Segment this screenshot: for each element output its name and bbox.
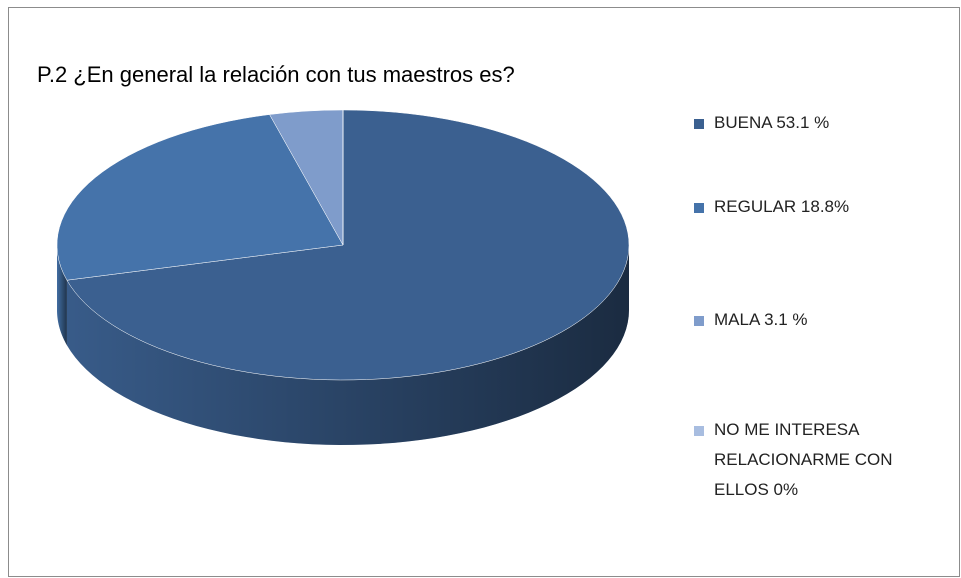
legend-swatch [694,316,704,326]
slice-side-shade [57,245,67,346]
legend-swatch [694,426,704,436]
slice [66,109,630,381]
legend-label: BUENA 53.1 % [714,113,830,132]
legend-label: MALA 3.1 % [714,310,808,329]
legend-item: NO ME INTERESA RELACIONARME CON ELLOS 0% [694,415,924,505]
legend-swatch [694,119,704,129]
legend-item: REGULAR 18.8% [694,192,924,222]
legend-label: NO ME INTERESA RELACIONARME CON ELLOS 0% [714,420,893,499]
slice-side-shade [66,245,629,445]
legend-item: BUENA 53.1 % [694,108,924,138]
legend-swatch [694,203,704,213]
slice [56,114,344,281]
legend-item: MALA 3.1 % [694,305,924,335]
chart-title: P.2 ¿En general la relación con tus maes… [37,62,515,87]
legend-label: REGULAR 18.8% [714,197,850,216]
